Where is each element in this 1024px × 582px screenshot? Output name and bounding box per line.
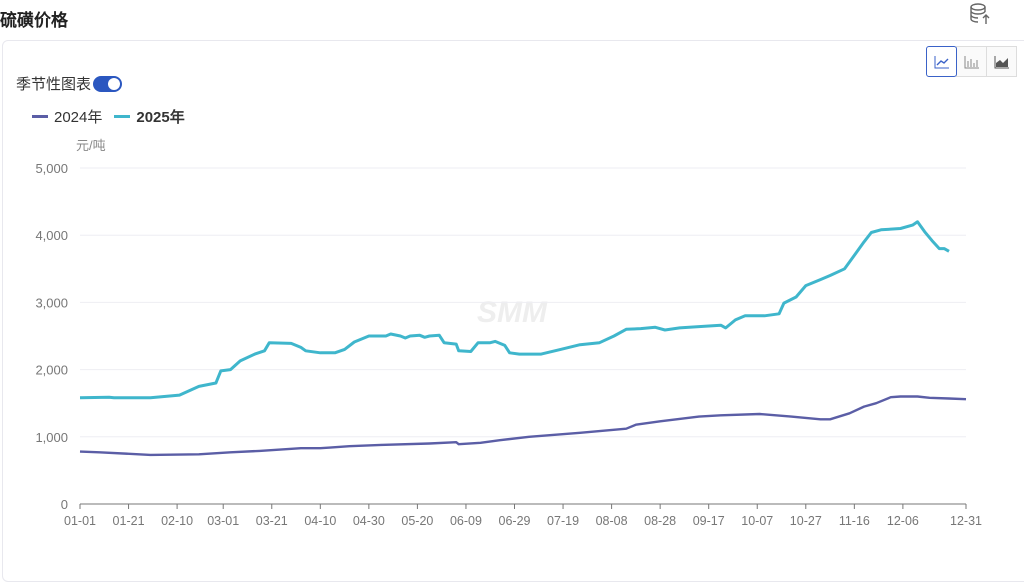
x-tick-label: 08-08 <box>596 514 628 528</box>
y-tick-label: 5,000 <box>35 161 68 176</box>
x-tick-label: 11-16 <box>839 514 870 528</box>
x-tick-label: 12-31 <box>950 514 982 528</box>
x-tick-label: 01-21 <box>113 514 145 528</box>
legend-item-2025[interactable]: 2025年 <box>114 106 185 127</box>
chart-type-switcher <box>926 46 1017 77</box>
area-chart-icon <box>994 55 1009 68</box>
x-tick-label: 03-01 <box>207 514 239 528</box>
x-tick-label: 03-21 <box>256 514 288 528</box>
legend-item-2024[interactable]: 2024年 <box>32 106 102 127</box>
y-axis-unit: 元/吨 <box>76 138 106 153</box>
x-tick-label: 02-10 <box>161 514 193 528</box>
series-line-2025年[interactable] <box>79 220 950 400</box>
y-tick-label: 2,000 <box>35 363 68 378</box>
seasonal-chart-label: 季节性图表 <box>16 76 92 93</box>
x-tick-label: 10-27 <box>790 514 822 528</box>
page-title: 硫磺价格 <box>0 11 68 30</box>
line-chart-icon <box>934 55 949 68</box>
line-chart: 元/吨 SMM 0 1,000 2,000 3,000 4,000 5,000 01-01 0… <box>35 138 982 528</box>
x-tick-label: 06-29 <box>499 514 531 528</box>
seasonal-chart-toggle-row: 季节性图表 <box>16 73 123 94</box>
x-tick-label: 05-20 <box>401 514 433 528</box>
watermark-logo: SMM <box>477 296 548 329</box>
y-tick-label: 1,000 <box>35 430 68 445</box>
x-tick-label: 07-19 <box>547 514 579 528</box>
legend-swatch <box>32 115 48 118</box>
area-chart-button[interactable] <box>986 46 1017 77</box>
legend-swatch <box>114 115 131 118</box>
legend: 2024年 2025年 <box>32 106 197 127</box>
legend-label: 2024年 <box>54 109 103 126</box>
x-tick-label: 09-17 <box>693 514 725 528</box>
y-tick-label: 3,000 <box>35 295 68 310</box>
x-tick-label: 12-06 <box>887 514 919 528</box>
seasonal-chart-toggle[interactable] <box>93 75 123 92</box>
y-tick-label: 4,000 <box>35 228 68 243</box>
x-tick-label: 10-07 <box>741 514 773 528</box>
x-tick-label: 06-09 <box>450 514 482 528</box>
series-line-2024年[interactable] <box>79 395 967 457</box>
y-tick-label: 0 <box>61 497 68 512</box>
x-tick-label: 08-28 <box>644 514 676 528</box>
line-chart-button[interactable] <box>926 46 957 77</box>
x-tick-label: 01-01 <box>64 514 96 528</box>
x-tick-label: 04-10 <box>304 514 336 528</box>
bar-chart-icon <box>964 55 979 68</box>
bar-chart-button[interactable] <box>956 46 987 77</box>
export-data-icon[interactable] <box>968 2 992 26</box>
x-tick-label: 04-30 <box>353 514 385 528</box>
legend-label: 2025年 <box>136 109 185 126</box>
